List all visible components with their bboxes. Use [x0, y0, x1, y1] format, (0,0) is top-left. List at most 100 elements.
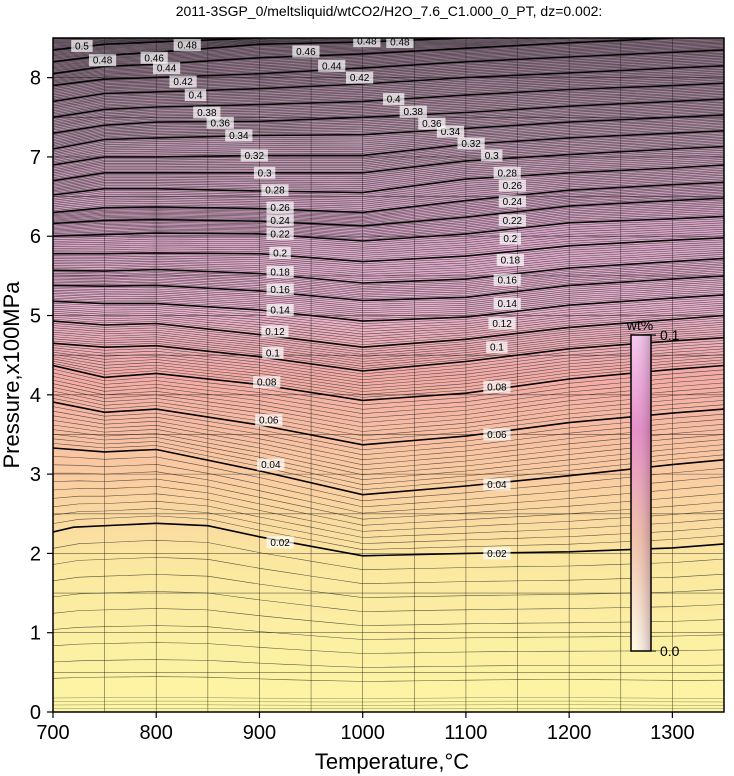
minor-contour-line — [53, 119, 724, 155]
contour-label-box — [169, 75, 197, 88]
minor-contour-line — [53, 302, 724, 332]
minor-contour-line — [53, 298, 724, 327]
x-tick-label: 1100 — [444, 722, 487, 744]
contour-labels: 0.02 0.02 0.04 0.04 0.06 0.06 0.08 0.08 0.1 0.1 0.… — [71, 37, 526, 560]
minor-contour-line — [53, 89, 724, 124]
minor-contour-line — [53, 155, 724, 189]
minor-contour-line — [53, 201, 724, 230]
minor-contour-line — [53, 394, 724, 437]
minor-contour-line — [53, 697, 724, 699]
contour-label-text: 0.28 — [265, 186, 285, 197]
contour-label-box — [399, 105, 427, 118]
contour-line — [53, 237, 724, 263]
contour-label-box — [457, 137, 485, 150]
minor-contour-line — [53, 345, 724, 381]
minor-contour-line — [53, 173, 724, 204]
minor-contour-line — [53, 471, 724, 514]
contour-line — [53, 522, 724, 557]
contour-label: 0.32 — [457, 137, 485, 150]
minor-contour-line — [53, 138, 724, 174]
colorbar: wt% 0.1 0.0 — [626, 317, 680, 659]
minor-contour-line — [53, 38, 308, 53]
contour-line — [53, 314, 724, 349]
minor-contour-line — [53, 140, 724, 175]
minor-contour-line — [53, 540, 724, 570]
minor-contour-line — [53, 143, 724, 178]
minor-contour-line — [53, 46, 724, 84]
minor-contour-line — [53, 265, 724, 291]
contour-label-box — [71, 39, 93, 52]
minor-contour-line — [53, 249, 724, 275]
contour-label-box — [481, 149, 503, 162]
contour-label-text: 0.16 — [497, 275, 517, 286]
contour-label: 0.02 — [483, 547, 511, 560]
contour-line — [53, 82, 724, 119]
contour-label-text: 0.12 — [265, 327, 285, 338]
contour-label-text: 0.3 — [485, 151, 499, 162]
minor-contour-line — [53, 125, 724, 161]
contour-label: 0.04 — [257, 458, 285, 471]
contour-label: 0.18 — [496, 254, 524, 267]
contour-label-text: 0.24 — [270, 216, 290, 227]
contour-label-box — [498, 195, 526, 208]
minor-contour-line — [53, 239, 724, 265]
contour-line — [53, 38, 107, 39]
contour-label-text: 0.2 — [273, 248, 287, 259]
contour-label-box — [262, 346, 284, 359]
contour-line — [53, 114, 724, 150]
contour-label: 0.02 — [266, 536, 294, 549]
minor-contour-line — [53, 354, 724, 389]
minor-contour-line — [53, 493, 724, 532]
minor-contour-line — [53, 38, 377, 57]
minor-contour-line — [53, 330, 724, 365]
contour-label-box — [483, 478, 511, 491]
minor-contour-line — [53, 207, 724, 234]
contour-label-text: 0.36 — [210, 118, 230, 129]
contour-label-box — [261, 184, 289, 197]
contour-label: 0.06 — [255, 414, 283, 427]
minor-contour-line — [53, 122, 724, 158]
minor-contour-line — [53, 233, 724, 258]
minor-contour-line — [53, 205, 724, 233]
contour-label: 0.42 — [345, 71, 374, 84]
minor-contour-line — [53, 429, 724, 476]
contour-label-box — [292, 45, 320, 58]
contour-label-box — [353, 38, 381, 48]
contour-label-text: 0.14 — [270, 305, 290, 316]
minor-contour-line — [53, 60, 724, 97]
minor-contour-line — [53, 188, 724, 219]
contour-line — [53, 145, 724, 182]
minor-contour-line — [53, 95, 724, 131]
contour-label: 0.44 — [152, 62, 181, 75]
colorbar-label: wt% — [626, 317, 653, 333]
minor-contour-line — [53, 387, 724, 428]
contour-label-text: 0.36 — [422, 119, 442, 130]
minor-contour-line — [53, 74, 724, 110]
contour-label: 0.46 — [292, 45, 320, 58]
minor-contour-line — [53, 220, 724, 246]
contour-label-text: 0.26 — [270, 203, 290, 214]
minor-contour-line — [53, 135, 724, 170]
contour-label-text: 0.22 — [503, 216, 523, 227]
minor-contour-line — [53, 281, 724, 307]
minor-contour-line — [53, 247, 724, 273]
x-tick-label: 900 — [243, 722, 276, 744]
minor-contour-line — [53, 199, 724, 228]
minor-contour-line — [53, 486, 724, 526]
contour-label-text: 0.48 — [357, 37, 377, 48]
contour-label-text: 0.1 — [266, 348, 280, 359]
minor-contour-line — [53, 51, 724, 88]
minor-contour-line — [53, 285, 724, 312]
minor-contour-line — [53, 254, 724, 279]
contour-label: 0.42 — [169, 75, 197, 88]
minor-contour-line — [53, 420, 724, 466]
y-tick-label: 6 — [30, 226, 41, 248]
contour-label: 0.48 — [386, 38, 414, 48]
contour-label: 0.24 — [498, 195, 526, 208]
minor-contour-line — [53, 133, 724, 169]
contour-label: 0.4 — [184, 89, 207, 102]
contour-line — [53, 98, 724, 134]
contour-label-box — [499, 232, 522, 245]
contour-label-box — [266, 227, 294, 240]
